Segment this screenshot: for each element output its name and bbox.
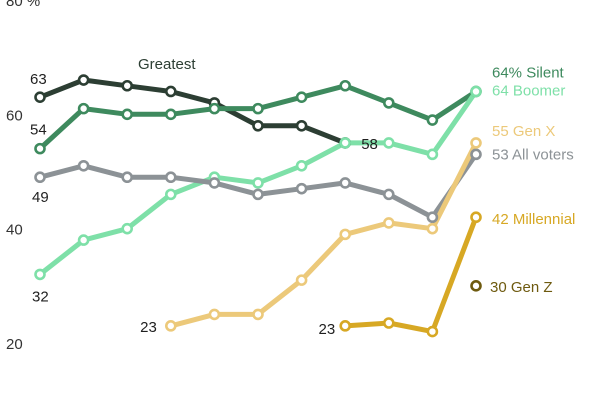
data-point-boomer-3 — [165, 188, 177, 201]
data-point-boomer-10 — [470, 85, 482, 98]
data-point-silent-6 — [295, 91, 308, 103]
start-label-greatest: 63 — [30, 71, 47, 88]
data-point-gen-z-10 — [470, 280, 482, 292]
data-point-all-voters-7 — [339, 177, 352, 189]
series-name-label-greatest: Greatest — [138, 56, 196, 73]
end-label-silent: 64% Silent — [492, 64, 565, 81]
data-point-gen-x-10 — [470, 137, 482, 149]
data-point-boomer-8 — [382, 137, 395, 149]
data-point-gen-x-7 — [339, 228, 352, 241]
data-point-silent-4 — [208, 102, 221, 115]
data-point-all-voters-1 — [77, 159, 90, 172]
data-point-boomer-1 — [77, 234, 90, 246]
data-point-gen-x-4 — [208, 308, 221, 321]
data-point-millennial-10 — [470, 211, 482, 224]
data-point-all-voters-10 — [470, 148, 482, 161]
data-point-all-voters-9 — [426, 211, 439, 224]
series-line-millennial — [342, 214, 479, 335]
end-label-gen-x: 55 Gen X — [492, 123, 555, 140]
data-point-greatest-6 — [295, 119, 308, 132]
y-axis: 80 % 60 40 20 — [6, 0, 40, 353]
data-point-greatest-1 — [77, 74, 90, 86]
start-label-silent: 54 — [30, 122, 47, 139]
data-point-silent-5 — [252, 102, 264, 115]
end-label-gen-z: 30 Gen Z — [490, 279, 553, 296]
data-point-boomer-7 — [339, 137, 352, 149]
data-point-all-voters-0 — [34, 171, 46, 184]
data-point-millennial-9 — [426, 325, 439, 338]
data-point-gen-x-3 — [165, 320, 177, 332]
end-label-greatest: 58 — [361, 136, 378, 153]
series-lines — [37, 77, 479, 335]
end-label-millennial: 42 Millennial — [492, 211, 575, 228]
data-point-silent-2 — [121, 108, 133, 121]
end-label-all-voters: 53 All voters — [492, 146, 574, 163]
series-line-gen-x — [168, 140, 479, 329]
data-point-silent-9 — [426, 114, 439, 126]
series-line-greatest — [37, 77, 348, 146]
data-point-gen-x-9 — [426, 222, 439, 235]
data-point-greatest-3 — [165, 85, 177, 98]
start-label-millennial: 23 — [319, 321, 336, 338]
data-point-silent-1 — [77, 102, 90, 115]
data-point-all-voters-3 — [165, 171, 177, 184]
data-point-all-voters-8 — [382, 188, 395, 201]
data-point-millennial-8 — [382, 317, 395, 329]
data-point-silent-3 — [165, 108, 177, 121]
series-line-silent — [37, 83, 479, 152]
end-label-boomer: 64 Boomer — [492, 82, 565, 99]
data-point-gen-x-5 — [252, 308, 264, 321]
y-tick-label-60: 60 — [6, 107, 23, 124]
data-point-silent-8 — [382, 97, 395, 109]
y-tick-label-80: 80 % — [6, 0, 40, 10]
start-label-gen-x: 23 — [140, 319, 157, 336]
data-point-greatest-5 — [252, 119, 264, 132]
data-point-boomer-5 — [252, 177, 264, 189]
data-point-greatest-2 — [121, 79, 133, 92]
start-label-boomer: 32 — [32, 288, 49, 305]
data-point-silent-0 — [34, 142, 46, 155]
data-point-boomer-0 — [34, 268, 46, 281]
y-tick-label-20: 20 — [6, 336, 23, 353]
data-point-boomer-6 — [295, 159, 308, 172]
data-point-silent-7 — [339, 79, 352, 92]
data-point-all-voters-2 — [121, 171, 133, 184]
data-point-gen-x-6 — [295, 274, 308, 286]
data-point-boomer-2 — [121, 222, 133, 235]
series-labels: 63 58 Greatest 54 64% Silent 32 64 Boomer 49 53 … — [30, 56, 575, 338]
data-point-millennial-7 — [339, 320, 352, 332]
data-point-all-voters-6 — [295, 182, 308, 195]
data-point-gen-x-8 — [382, 217, 395, 229]
data-point-all-voters-4 — [208, 177, 221, 189]
y-tick-label-40: 40 — [6, 222, 23, 239]
series-points — [34, 74, 482, 338]
start-label-all-voters: 49 — [32, 189, 49, 206]
data-point-greatest-0 — [34, 91, 46, 103]
data-point-boomer-9 — [426, 148, 439, 161]
data-point-all-voters-5 — [252, 188, 264, 201]
